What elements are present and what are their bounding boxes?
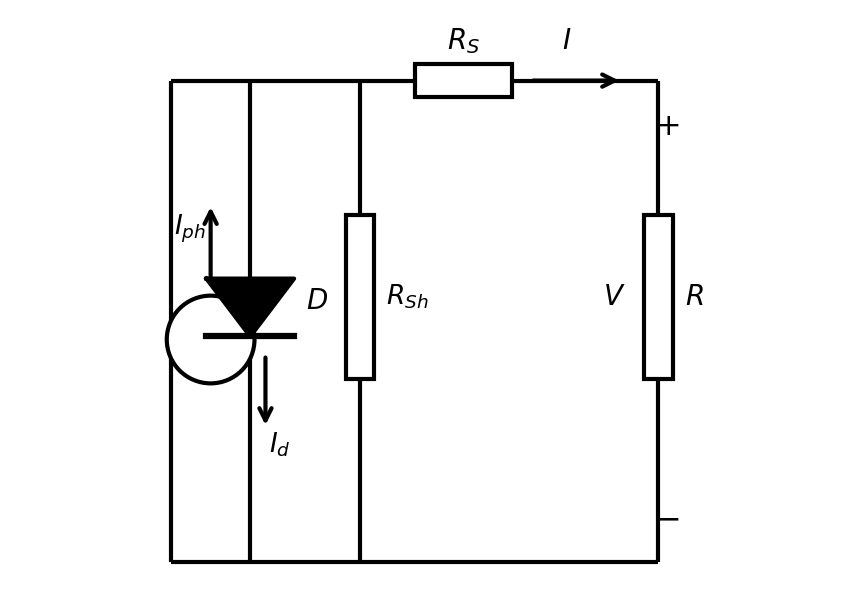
Text: $R_S$: $R_S$ (447, 26, 480, 56)
Bar (415, 64, 512, 97)
Circle shape (167, 296, 255, 383)
Text: $I_{ph}$: $I_{ph}$ (174, 212, 206, 245)
Text: $-$: $-$ (656, 505, 680, 534)
Text: $I_d$: $I_d$ (268, 431, 290, 460)
Bar (643, 215, 673, 379)
Text: $D$: $D$ (307, 288, 328, 315)
Bar (346, 215, 373, 379)
Text: $I$: $I$ (562, 27, 572, 55)
Polygon shape (206, 278, 294, 337)
Text: $R_{Sh}$: $R_{Sh}$ (385, 283, 429, 311)
Text: $+$: $+$ (656, 112, 680, 141)
Text: $V$: $V$ (603, 283, 625, 311)
Text: $R$: $R$ (685, 283, 704, 311)
